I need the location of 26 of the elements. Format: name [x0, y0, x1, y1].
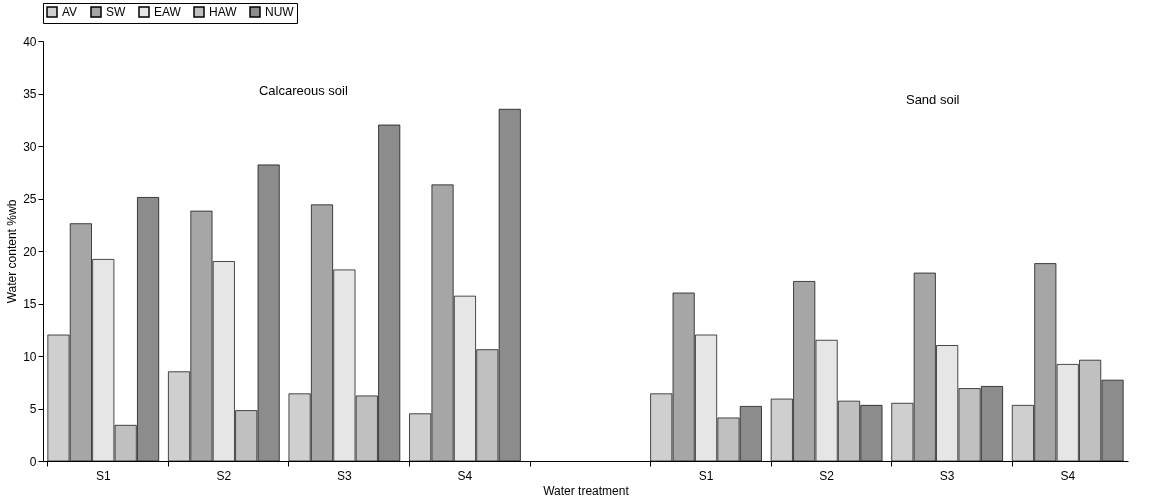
- y-tick-label: 25: [23, 192, 37, 206]
- y-axis-title: Water content %wb: [5, 199, 20, 304]
- y-tick-label: 15: [23, 297, 37, 311]
- x-tick-label: S2: [216, 468, 232, 483]
- legend-label: SW: [106, 5, 126, 19]
- y-tick-label: 10: [23, 349, 37, 364]
- y-tick-label: 35: [23, 87, 37, 101]
- x-tick-label: S4: [1060, 468, 1076, 483]
- y-tick-label: 40: [23, 34, 37, 49]
- y-tick-label: 30: [23, 139, 37, 154]
- x-tick-label: S4: [457, 468, 473, 483]
- x-tick-label: S3: [337, 468, 353, 483]
- x-tick-label: S1: [95, 468, 111, 483]
- x-tick-label: S3: [939, 468, 955, 483]
- legend-label: AV: [62, 5, 78, 19]
- legend-label: NUW: [265, 5, 295, 19]
- y-tick-label: 5: [29, 402, 37, 416]
- y-tick-label: 0: [29, 454, 37, 469]
- x-axis-title: Water treatment: [543, 483, 630, 498]
- x-tick-label: S2: [819, 468, 835, 483]
- legend-label: EAW: [154, 5, 182, 19]
- legend-label: HAW: [209, 5, 238, 19]
- y-tick-label: 20: [23, 244, 37, 259]
- annotation: Calcareous soil: [258, 83, 348, 99]
- x-tick-label: S1: [698, 468, 714, 483]
- annotation: Sand soil: [905, 91, 960, 107]
